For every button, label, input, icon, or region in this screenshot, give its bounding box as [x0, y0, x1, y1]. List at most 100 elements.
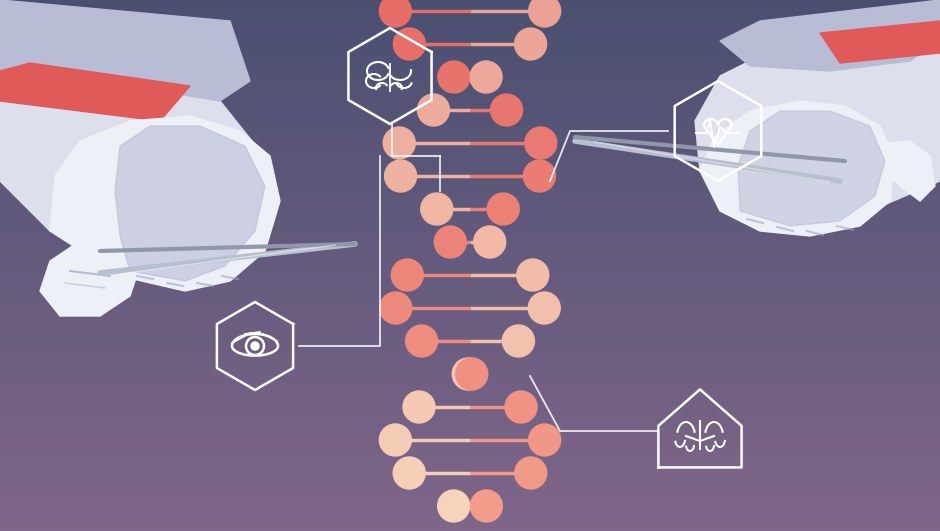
Bar — [0, 473, 940, 475]
Bar — [0, 281, 940, 284]
Bar — [0, 409, 940, 412]
Bar — [0, 412, 940, 414]
Bar — [0, 475, 940, 478]
Circle shape — [391, 259, 423, 291]
Bar — [0, 236, 940, 239]
Bar — [0, 446, 940, 449]
Bar — [0, 462, 940, 465]
Circle shape — [394, 28, 426, 60]
Bar — [0, 223, 940, 226]
Bar — [0, 263, 940, 266]
Bar — [0, 40, 940, 42]
Bar — [0, 72, 940, 74]
Bar — [0, 406, 940, 409]
Bar — [0, 489, 940, 491]
Bar — [0, 289, 940, 292]
Circle shape — [438, 61, 470, 93]
Bar — [0, 396, 940, 398]
Bar — [0, 117, 940, 119]
Bar — [0, 82, 940, 85]
Polygon shape — [40, 241, 140, 316]
Bar — [0, 449, 940, 451]
Bar — [0, 143, 940, 146]
Circle shape — [525, 127, 556, 159]
Circle shape — [515, 457, 547, 489]
Bar — [0, 74, 940, 77]
Bar — [0, 433, 940, 435]
Bar — [0, 332, 940, 335]
Bar — [0, 486, 940, 489]
Circle shape — [380, 0, 412, 27]
Bar — [0, 388, 940, 390]
Bar — [0, 199, 940, 202]
Bar — [0, 369, 940, 372]
Circle shape — [502, 325, 535, 357]
Bar — [0, 435, 940, 438]
Bar — [0, 459, 940, 462]
Circle shape — [438, 490, 470, 522]
Bar — [0, 470, 940, 473]
Bar — [0, 204, 940, 207]
Polygon shape — [738, 111, 885, 226]
Bar — [0, 377, 940, 380]
Bar — [0, 157, 940, 159]
Bar — [0, 398, 940, 401]
Bar — [0, 382, 940, 385]
Bar — [0, 467, 940, 470]
Polygon shape — [820, 21, 940, 63]
Bar — [0, 135, 940, 138]
Bar — [0, 417, 940, 419]
Circle shape — [517, 259, 549, 291]
Bar — [0, 181, 940, 183]
Bar — [0, 77, 940, 80]
Bar — [0, 109, 940, 112]
Bar — [0, 255, 940, 258]
Bar — [0, 342, 940, 345]
Bar — [0, 127, 940, 130]
Bar — [0, 266, 940, 268]
Bar — [0, 430, 940, 433]
Bar — [0, 239, 940, 242]
Bar — [0, 483, 940, 486]
Bar — [0, 234, 940, 236]
Bar — [0, 313, 940, 316]
Circle shape — [380, 292, 412, 324]
Circle shape — [384, 160, 416, 192]
Bar — [0, 401, 940, 404]
Polygon shape — [115, 126, 265, 281]
Bar — [0, 247, 940, 250]
Bar — [0, 372, 940, 374]
Bar — [0, 502, 940, 504]
Bar — [0, 50, 940, 53]
Bar — [0, 465, 940, 467]
Bar — [0, 186, 940, 189]
Bar — [0, 19, 940, 21]
Circle shape — [474, 226, 506, 258]
Bar — [0, 356, 940, 358]
Bar — [0, 13, 940, 16]
Bar — [0, 348, 940, 350]
Bar — [0, 215, 940, 218]
Bar — [0, 353, 940, 356]
Bar — [0, 454, 940, 457]
Circle shape — [251, 342, 259, 350]
Circle shape — [417, 94, 449, 126]
Bar — [0, 364, 940, 366]
Bar — [0, 316, 940, 319]
Bar — [0, 441, 940, 443]
Bar — [0, 528, 940, 531]
Bar — [0, 112, 940, 114]
Polygon shape — [700, 101, 895, 236]
Bar — [0, 520, 940, 523]
Bar — [0, 419, 940, 422]
Bar — [0, 244, 940, 247]
Bar — [0, 361, 940, 364]
Circle shape — [487, 193, 519, 225]
Bar — [0, 305, 940, 308]
Bar — [0, 350, 940, 353]
Bar — [0, 297, 940, 300]
Bar — [0, 335, 940, 337]
Bar — [0, 295, 940, 297]
Bar — [0, 499, 940, 502]
Bar — [0, 207, 940, 210]
